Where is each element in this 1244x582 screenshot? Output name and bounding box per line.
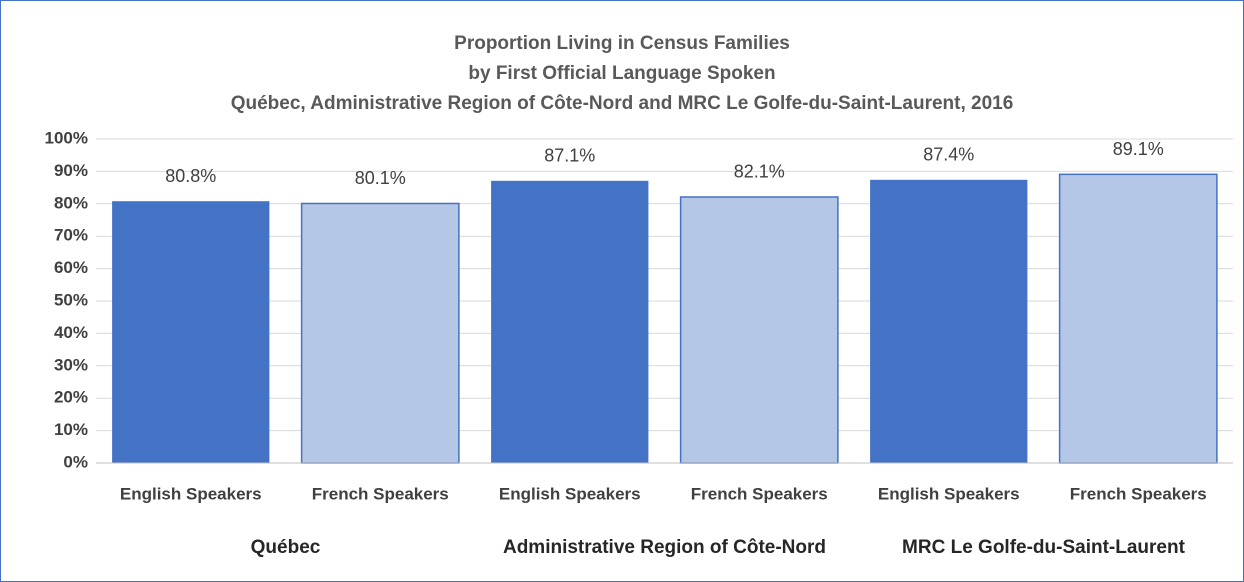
value-label: 87.1%	[544, 146, 595, 166]
y-tick-label: 100%	[45, 128, 88, 147]
y-tick-label: 80%	[54, 193, 88, 212]
value-label: 80.8%	[165, 166, 216, 186]
group-label: Administrative Region of Côte-Nord	[502, 537, 826, 558]
x-tick-label: French Speakers	[691, 484, 828, 503]
group-label: MRC Le Golfe-du-Saint-Laurent	[902, 537, 1185, 558]
y-tick-label: 60%	[54, 258, 88, 277]
bar	[300, 202, 460, 464]
y-tick-label: 70%	[54, 226, 88, 245]
x-tick-label: English Speakers	[120, 484, 262, 503]
x-tick-label: French Speakers	[312, 484, 449, 503]
y-tick-label: 90%	[54, 161, 88, 180]
y-tick-label: 0%	[63, 452, 88, 471]
x-tick-label: English Speakers	[878, 484, 1020, 503]
y-tick-label: 50%	[54, 290, 88, 309]
bar	[679, 196, 839, 464]
bar	[1058, 173, 1218, 464]
x-tick-label: English Speakers	[499, 484, 641, 503]
value-label: 87.4%	[923, 145, 974, 165]
value-label: 82.1%	[734, 162, 785, 182]
bar	[491, 180, 649, 463]
y-tick-label: 20%	[54, 388, 88, 407]
group-label: Québec	[250, 537, 321, 558]
bar	[870, 179, 1028, 463]
value-label: 89.1%	[1113, 139, 1164, 159]
chart-title: Québec, Administrative Region of Côte-No…	[231, 93, 1014, 114]
y-tick-label: 30%	[54, 355, 88, 374]
y-tick-label: 40%	[54, 323, 88, 342]
bar	[112, 201, 270, 463]
chart-title: Proportion Living in Census Families	[454, 33, 790, 54]
value-label: 80.1%	[355, 168, 406, 188]
x-tick-label: French Speakers	[1070, 484, 1207, 503]
y-tick-label: 10%	[54, 420, 88, 439]
chart-title: by First Official Language Spoken	[468, 63, 775, 84]
